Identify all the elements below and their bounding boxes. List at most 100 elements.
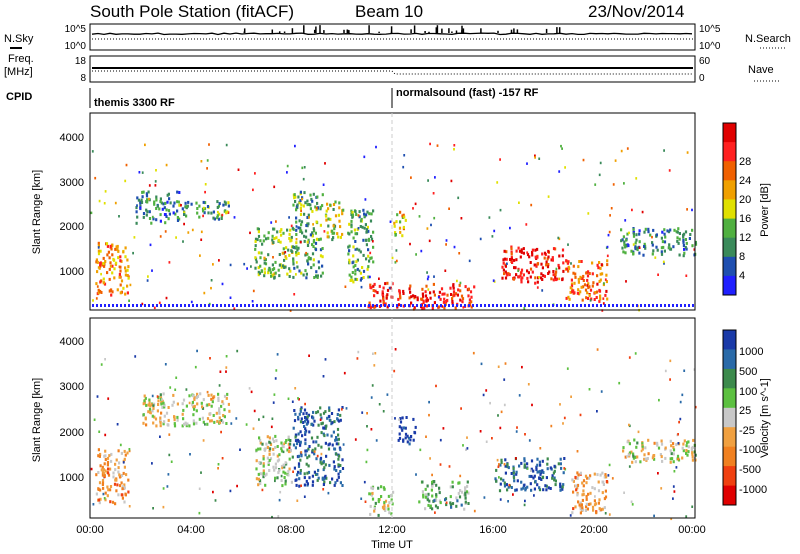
velocity-cell <box>504 471 507 475</box>
power-cell <box>218 259 220 262</box>
velocity-cell <box>220 430 222 434</box>
power-cell <box>402 289 405 293</box>
power-cell <box>386 293 389 297</box>
velocity-cell <box>99 464 102 468</box>
power-cell <box>586 278 589 282</box>
power-cell <box>369 285 372 289</box>
velocity-cell <box>532 476 535 480</box>
power-cell <box>504 276 508 280</box>
velocity-cell <box>287 469 290 473</box>
velocity-cell <box>364 500 367 503</box>
velocity-cell <box>388 511 391 515</box>
power-cell <box>312 240 315 244</box>
power-cell <box>254 240 257 243</box>
velocity-cell <box>366 412 368 415</box>
power-cell <box>351 278 354 282</box>
power-cell <box>643 245 646 248</box>
velocity-cell <box>491 437 493 440</box>
velocity-cell <box>184 421 187 425</box>
power-cell <box>140 198 143 202</box>
velocity-cell <box>644 446 647 450</box>
power-cell <box>534 248 537 252</box>
power-cell <box>426 227 429 230</box>
power-cell <box>607 233 610 237</box>
power-cell <box>273 185 276 189</box>
power-cell <box>585 296 588 300</box>
power-cbar-swatch-0 <box>723 123 736 143</box>
velocity-cell <box>223 408 226 412</box>
velocity-cell <box>605 475 608 479</box>
power-cell <box>544 304 546 307</box>
velocity-cell <box>316 435 319 439</box>
power-cell <box>263 234 266 238</box>
power-cell <box>96 260 99 264</box>
velocity-cell <box>327 491 330 495</box>
velocity-cell <box>435 493 438 497</box>
power-cell <box>299 213 303 216</box>
power-cell <box>196 304 198 307</box>
power-cell <box>124 269 127 273</box>
velocity-cell <box>118 461 121 465</box>
velocity-cell <box>575 484 578 488</box>
velocity-cell <box>330 412 334 415</box>
power-cell <box>499 208 502 212</box>
velocity-cell <box>269 441 272 445</box>
power-cell <box>536 280 539 284</box>
velocity-cell <box>328 414 331 418</box>
velocity-cell <box>248 387 251 390</box>
velocity-cell <box>545 484 548 488</box>
velocity-cell <box>173 418 176 422</box>
velocity-cell <box>682 442 685 446</box>
freq-label-1: Freq. <box>8 53 34 65</box>
velocity-cell <box>683 439 686 443</box>
velocity-cell <box>106 456 110 460</box>
power-cell <box>136 215 139 219</box>
velocity-cell <box>287 473 290 477</box>
power-cell <box>624 245 627 249</box>
power-cell <box>325 218 328 222</box>
velocity-cell <box>500 461 503 464</box>
velocity-cell <box>553 469 556 473</box>
power-cell <box>612 183 615 186</box>
power-cell <box>341 232 344 236</box>
power-cell <box>363 226 366 230</box>
power-cell <box>225 211 228 215</box>
power-cell <box>677 241 680 245</box>
power-cell <box>642 253 645 257</box>
power-cell <box>272 256 274 259</box>
power-cell <box>152 217 155 221</box>
velocity-cell <box>691 452 694 456</box>
velocity-cell <box>276 459 279 463</box>
velocity-cell <box>633 438 636 442</box>
velocity-cell <box>142 413 145 417</box>
velocity-cell <box>341 406 344 409</box>
power-cell <box>601 272 604 276</box>
power-cell <box>396 305 399 309</box>
velocity-cell <box>392 490 395 494</box>
velocity-cell <box>280 441 283 445</box>
power-cell <box>360 277 363 280</box>
power-cell <box>414 295 417 298</box>
power-cell <box>606 245 609 249</box>
power-cell <box>359 271 362 275</box>
power-cell <box>660 250 663 254</box>
power-cell <box>146 210 149 214</box>
velocity-cell <box>635 445 638 449</box>
power-cell <box>186 204 189 208</box>
power-cell <box>440 304 442 307</box>
velocity-cell <box>176 418 179 422</box>
power-cell <box>521 276 524 280</box>
velocity-cell <box>528 439 531 442</box>
power-cell <box>452 286 455 290</box>
power-cell <box>470 295 473 299</box>
velocity-cell <box>451 485 454 489</box>
power-cell <box>500 304 502 307</box>
velocity-cell <box>407 436 410 440</box>
velocity-cell <box>202 398 205 402</box>
power-cell <box>467 287 470 291</box>
power-cell <box>269 271 273 275</box>
velocity-cell <box>545 476 548 480</box>
velocity-cell <box>598 507 601 511</box>
power-cell <box>522 247 525 251</box>
velocity-cell <box>571 478 574 482</box>
